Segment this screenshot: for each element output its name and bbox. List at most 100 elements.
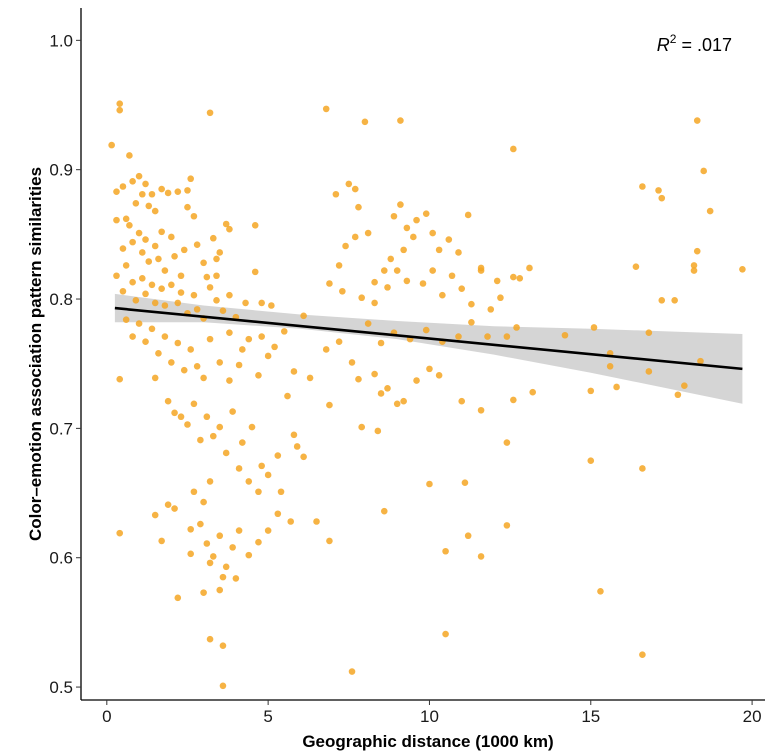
data-point [174, 300, 181, 307]
data-point [355, 204, 362, 211]
data-point [465, 532, 472, 539]
data-point [410, 234, 417, 241]
data-point [658, 297, 665, 304]
data-point [371, 300, 378, 307]
data-point [336, 262, 343, 269]
data-point [458, 285, 465, 292]
data-point [349, 668, 356, 675]
data-point [116, 107, 123, 114]
data-point [510, 397, 517, 404]
data-point [129, 239, 136, 246]
data-point [639, 465, 646, 472]
y-tick-label: 0.5 [49, 678, 73, 697]
data-point [204, 540, 211, 547]
data-point [323, 346, 330, 353]
data-point [294, 443, 301, 450]
data-point [207, 478, 214, 485]
data-point [204, 413, 211, 420]
data-point [468, 319, 475, 326]
data-point [365, 230, 372, 237]
data-point [513, 324, 520, 331]
data-point [126, 152, 133, 159]
data-point [675, 391, 682, 398]
data-point [300, 313, 307, 320]
y-tick-label: 1.0 [49, 31, 73, 50]
data-point [210, 553, 217, 560]
data-point [362, 119, 369, 126]
data-point [404, 225, 411, 232]
data-point [384, 385, 391, 392]
data-point [694, 248, 701, 255]
x-tick-label: 0 [102, 707, 111, 726]
data-point [210, 433, 217, 440]
data-point [207, 560, 214, 567]
data-point [236, 527, 243, 534]
data-point [381, 508, 388, 515]
data-point [113, 188, 120, 195]
data-point [120, 183, 127, 190]
data-point [220, 574, 227, 581]
data-point [233, 575, 240, 582]
data-point [352, 186, 359, 193]
data-point [242, 300, 249, 307]
data-point [281, 328, 288, 335]
data-point [252, 222, 259, 229]
data-point [216, 359, 223, 366]
data-point [394, 267, 401, 274]
data-point [504, 439, 511, 446]
data-point [384, 284, 391, 291]
data-point [158, 285, 165, 292]
data-point [497, 294, 504, 301]
data-point [236, 362, 243, 369]
data-point [442, 631, 449, 638]
data-point [284, 393, 291, 400]
data-point [455, 333, 462, 340]
data-point [168, 234, 175, 241]
data-point [197, 521, 204, 528]
data-point [113, 217, 120, 224]
data-point [255, 372, 262, 379]
data-point [510, 146, 517, 153]
data-point [158, 228, 165, 235]
data-point [245, 552, 252, 559]
data-point [116, 100, 123, 107]
data-point [123, 316, 130, 323]
data-point [694, 117, 701, 124]
data-point [252, 269, 259, 276]
data-point [171, 410, 178, 417]
data-point [123, 216, 130, 223]
data-point [426, 366, 433, 373]
data-point [200, 499, 207, 506]
data-point [646, 329, 653, 336]
data-point [271, 344, 278, 351]
data-point [355, 376, 362, 383]
data-point [226, 226, 233, 233]
data-point [391, 213, 398, 220]
data-point [129, 178, 136, 185]
data-point [229, 408, 236, 415]
data-point [484, 333, 491, 340]
data-point [326, 402, 333, 409]
data-point [191, 488, 198, 495]
data-point [465, 212, 472, 219]
data-point [255, 539, 262, 546]
data-point [158, 186, 165, 193]
data-point [184, 204, 191, 211]
data-point [397, 201, 404, 208]
x-tick-label: 20 [743, 707, 762, 726]
data-point [200, 260, 207, 267]
data-point [139, 191, 146, 198]
data-point [607, 363, 614, 370]
data-point [108, 142, 115, 149]
data-point [155, 256, 162, 263]
y-tick-label: 0.9 [49, 161, 73, 180]
data-point [200, 589, 207, 596]
data-point [210, 235, 217, 242]
data-point [307, 375, 314, 382]
data-point [216, 587, 223, 594]
data-point [191, 292, 198, 299]
data-point [671, 297, 678, 304]
data-point [633, 263, 640, 270]
data-point [139, 249, 146, 256]
data-point [181, 367, 188, 374]
